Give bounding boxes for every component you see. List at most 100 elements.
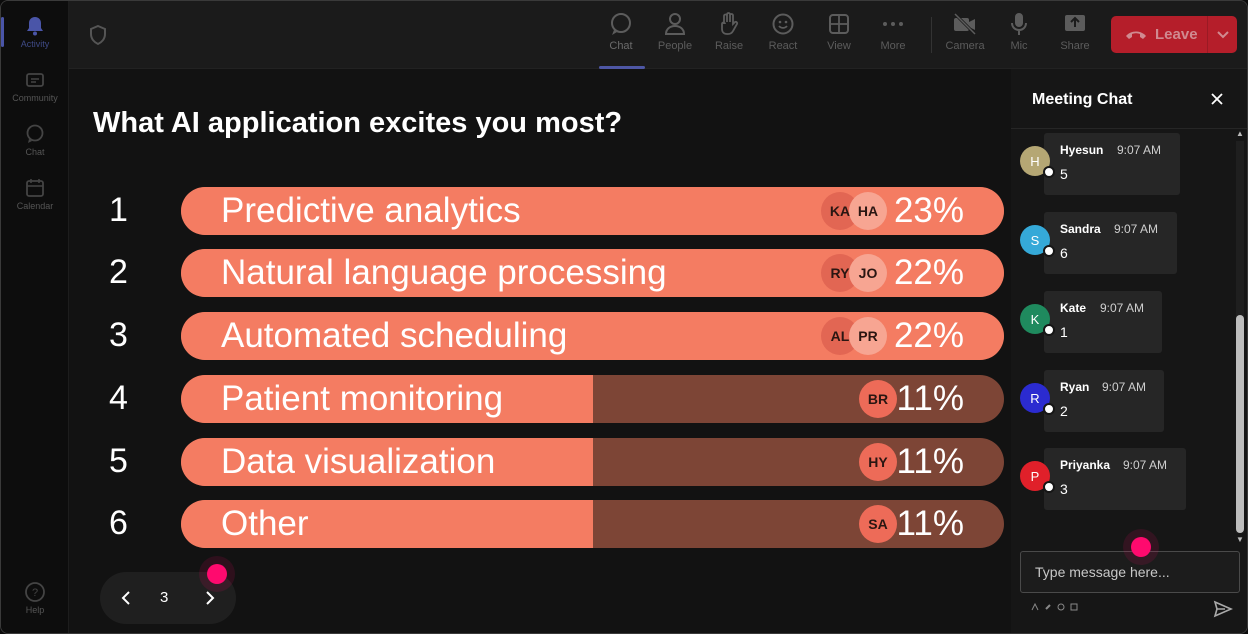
presence-status-icon <box>1043 324 1055 336</box>
bell-icon <box>24 15 46 37</box>
page-number: 3 <box>160 589 169 606</box>
option-bar: Natural language processing 22% RY JO <box>181 249 1004 297</box>
option-rank: 2 <box>109 253 128 291</box>
more-button[interactable]: More <box>867 11 919 61</box>
option-bar: Other 11% SA <box>181 500 1004 548</box>
mic-button[interactable]: Mic <box>993 11 1045 61</box>
option-rank: 5 <box>109 442 128 480</box>
rail-item-community[interactable]: Community <box>5 61 65 111</box>
message-text: 5 <box>1060 166 1068 182</box>
gif-icon[interactable] <box>1070 603 1078 611</box>
message-bubble: Kate 9:07 AM 1 <box>1044 291 1162 353</box>
format-icon[interactable] <box>1031 603 1039 611</box>
leave-options-button[interactable] <box>1207 16 1237 53</box>
close-chat-button[interactable] <box>1207 89 1227 109</box>
chevron-left-icon <box>121 591 130 605</box>
option-rank: 4 <box>109 379 128 417</box>
option-percent: 22% <box>893 316 964 355</box>
option-bar: Patient monitoring 11% BR <box>181 375 1004 423</box>
rail-item-label: Calendar <box>16 201 54 211</box>
option-label: Predictive analytics <box>221 191 521 230</box>
next-button[interactable] <box>198 586 222 610</box>
option-bar-fill <box>181 438 593 486</box>
presence-status-icon <box>1043 245 1055 257</box>
option-label: Patient monitoring <box>221 379 504 418</box>
message-bubble: Hyesun 9:07 AM 5 <box>1044 133 1180 195</box>
option-rank: 6 <box>109 504 128 542</box>
option-bar-fill <box>181 375 593 423</box>
voter-avatar: SA <box>859 505 897 543</box>
scroll-down-arrow[interactable]: ▼ <box>1236 535 1244 544</box>
cursor-indicator <box>207 564 227 584</box>
shield-icon <box>90 25 106 45</box>
mic-icon <box>1006 11 1032 37</box>
phone-hangup-icon <box>1126 31 1146 39</box>
people-button[interactable]: People <box>649 11 701 61</box>
chevron-right-icon <box>206 591 215 605</box>
camera-button-label: Camera <box>945 40 985 52</box>
chat-title: Meeting Chat <box>1032 91 1133 108</box>
poll-question: What AI application excites you most? <box>93 107 623 139</box>
rail-item-label: Chat <box>25 147 45 157</box>
message-text: 2 <box>1060 403 1068 419</box>
leave-label: Leave <box>1155 26 1198 43</box>
chat-button[interactable]: Chat <box>595 11 647 69</box>
sender-name: Priyanka <box>1060 458 1111 472</box>
scroll-thumb[interactable] <box>1236 315 1244 533</box>
message-compose-box <box>1020 551 1240 593</box>
sender-name: Sandra <box>1060 222 1101 236</box>
left-rail: Activity Community Chat Calendar ? Help <box>1 1 69 633</box>
share-button[interactable]: Share <box>1049 11 1101 61</box>
option-bar: Automated scheduling 22% AL PR <box>181 312 1004 360</box>
camera-button[interactable]: Camera <box>939 11 991 61</box>
share-button-label: Share <box>1060 40 1090 52</box>
more-button-label: More <box>880 40 906 52</box>
message-time: 9:07 AM <box>1100 301 1145 315</box>
message-time: 9:07 AM <box>1102 380 1147 394</box>
leave-button[interactable]: Leave <box>1111 16 1237 53</box>
rail-item-chat[interactable]: Chat <box>5 115 65 165</box>
scroll-up-arrow[interactable]: ▲ <box>1236 129 1244 138</box>
raise-hand-button[interactable]: Raise <box>703 11 755 61</box>
rail-item-activity[interactable]: Activity <box>1 7 65 57</box>
voter-avatar: BR <box>859 380 897 418</box>
chat-icon <box>24 123 46 145</box>
message-time: 9:07 AM <box>1117 143 1162 157</box>
send-icon[interactable] <box>1213 599 1233 619</box>
presence-status-icon <box>1043 166 1055 178</box>
react-button-label: React <box>768 40 798 52</box>
emoji-icon[interactable] <box>1057 603 1065 611</box>
message-input[interactable] <box>1035 562 1225 582</box>
view-button[interactable]: View <box>813 11 865 61</box>
voter-avatar: PR <box>849 317 887 355</box>
option-label: Automated scheduling <box>221 316 568 355</box>
people-button-label: People <box>657 40 693 52</box>
option-bar: Data visualization 11% HY <box>181 438 1004 486</box>
poll-option-row: 3 Automated scheduling 22% AL PR <box>69 312 1011 360</box>
option-rank: 3 <box>109 316 128 354</box>
chat-message: Priyanka 9:07 AM 3 P <box>1019 448 1189 510</box>
react-smiley-icon <box>770 11 796 37</box>
rail-item-help[interactable]: ? Help <box>5 573 65 623</box>
option-bar-fill <box>181 500 593 548</box>
chat-scrollbar[interactable]: ▲ ▼ <box>1233 129 1247 545</box>
rail-item-calendar[interactable]: Calendar <box>5 169 65 219</box>
poll-stage: What AI application excites you most? 1 P… <box>69 69 1011 633</box>
help-icon: ? <box>24 581 46 603</box>
react-button[interactable]: React <box>757 11 809 61</box>
message-bubble: Sandra 9:07 AM 6 <box>1044 212 1177 274</box>
rail-item-label: Help <box>25 605 45 615</box>
option-bar: Predictive analytics 23% KA HA <box>181 187 1004 235</box>
share-icon <box>1062 11 1088 37</box>
previous-button[interactable] <box>114 586 138 610</box>
attach-icon[interactable] <box>1044 603 1052 611</box>
sender-name: Ryan <box>1060 380 1090 394</box>
community-icon <box>24 69 46 91</box>
chevron-down-icon <box>1216 30 1229 38</box>
voter-avatar: JO <box>849 254 887 292</box>
poll-option-row: 5 Data visualization 11% HY <box>69 438 1011 486</box>
raise-hand-icon <box>716 11 742 37</box>
option-percent: 11% <box>896 504 964 543</box>
svg-text:?: ? <box>32 587 38 599</box>
